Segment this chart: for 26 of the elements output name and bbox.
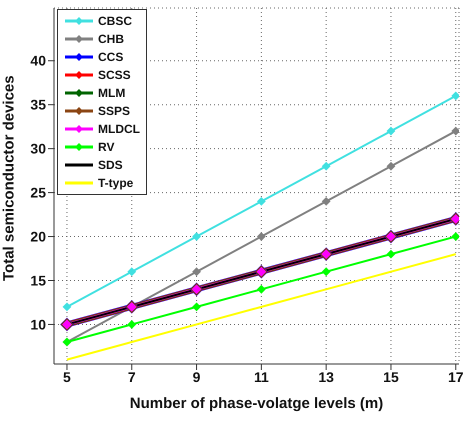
legend-label: MLDCL xyxy=(98,122,140,136)
y-tick-label: 40 xyxy=(30,52,46,69)
y-axis-title: Total semiconductor devices xyxy=(0,75,18,281)
x-axis-title: Number of phase-volatge levels (m) xyxy=(130,395,384,412)
y-tick-label: 25 xyxy=(30,184,46,201)
legend-label: SCSS xyxy=(98,68,131,82)
x-tick-label: 15 xyxy=(383,368,399,385)
x-tick-label: 7 xyxy=(128,368,136,385)
legend-label: CCS xyxy=(98,50,124,64)
y-tick-label: 10 xyxy=(30,316,46,332)
x-tick-label: 13 xyxy=(318,368,334,385)
y-tick-label: 15 xyxy=(30,272,46,288)
x-tick-label: 11 xyxy=(254,368,269,385)
legend-label: MLM xyxy=(98,86,126,100)
legend-label: CBSC xyxy=(98,14,132,28)
y-tick-label: 35 xyxy=(30,96,46,113)
x-tick-label: 9 xyxy=(192,368,201,385)
x-tick-label: 5 xyxy=(63,368,72,385)
y-tick-label: 30 xyxy=(30,140,46,157)
legend-label: CHB xyxy=(98,32,124,46)
legend-label: SSPS xyxy=(98,104,130,118)
legend-label: T-type xyxy=(98,176,134,190)
legend-label: SDS xyxy=(98,158,123,172)
x-tick-label: 17 xyxy=(448,368,464,385)
y-tick-label: 20 xyxy=(30,228,46,245)
legend-label: RV xyxy=(98,140,114,154)
